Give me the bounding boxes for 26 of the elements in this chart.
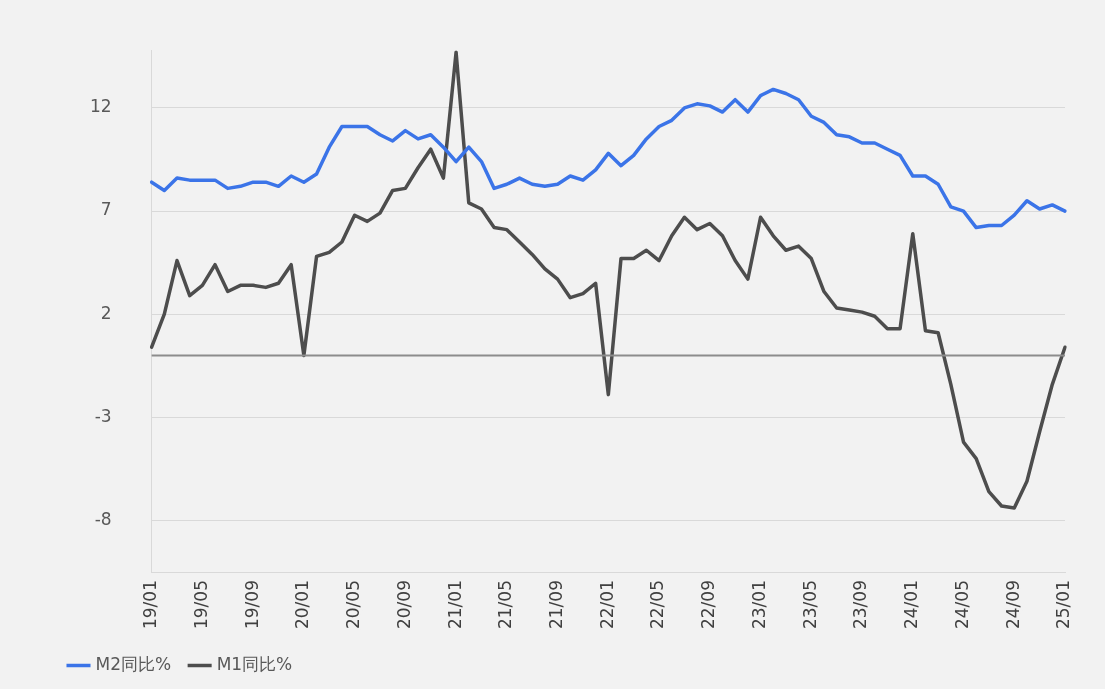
legend-label: M1同比% (216, 653, 293, 674)
x-tick-label: 23/05 (799, 580, 820, 630)
y-tick-label: 12 (89, 96, 112, 117)
x-tick-label: 22/05 (647, 580, 668, 630)
y-tick-label: 2 (100, 302, 112, 323)
x-tick-label: 21/05 (495, 580, 516, 630)
x-tick-label: 24/09 (1002, 580, 1023, 630)
x-tick-label: 24/05 (951, 580, 972, 630)
x-tick-label: 21/09 (546, 580, 566, 630)
x-tick-label: 24/01 (901, 580, 922, 630)
x-tick-label: 22/01 (596, 580, 617, 630)
y-tick-label: -8 (94, 508, 112, 529)
x-tick-label: 20/09 (393, 580, 414, 630)
x-tick-label: 19/05 (190, 580, 211, 630)
x-tick-label: 25/01 (1053, 580, 1074, 630)
x-tick-label: 21/01 (444, 580, 465, 630)
legend-label: M2同比% (95, 653, 172, 674)
y-tick-label: -3 (94, 405, 112, 426)
x-tick-label: 23/01 (748, 580, 769, 630)
x-tick-label: 19/09 (241, 580, 262, 630)
x-tick-label: 22/09 (698, 580, 719, 630)
y-tick-label: 7 (100, 199, 112, 220)
x-tick-label: 19/01 (140, 580, 161, 630)
x-tick-label: 23/09 (850, 580, 871, 630)
x-tick-label: 20/05 (343, 580, 364, 630)
x-tick-label: 20/01 (292, 580, 313, 630)
